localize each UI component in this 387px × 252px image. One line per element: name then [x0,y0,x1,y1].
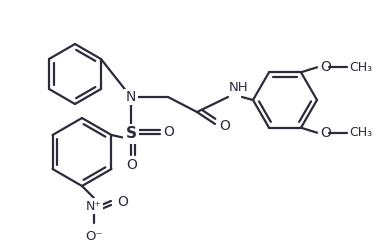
Text: N⁺: N⁺ [86,200,102,212]
Text: O: O [127,158,137,172]
Text: S: S [125,127,137,142]
Text: O: O [163,125,174,139]
Text: O⁻: O⁻ [85,230,103,243]
Text: O: O [117,195,128,209]
Text: N: N [126,90,136,104]
Text: NH: NH [229,81,248,94]
Text: CH₃: CH₃ [349,126,372,139]
Text: O: O [320,126,331,140]
Text: CH₃: CH₃ [349,61,372,74]
Text: O: O [219,119,230,133]
Text: O: O [320,60,331,74]
